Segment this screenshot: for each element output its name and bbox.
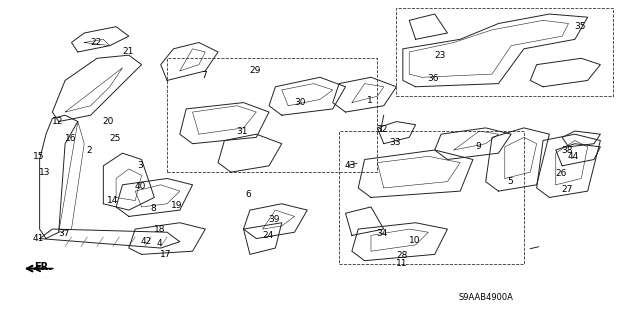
- Text: 32: 32: [377, 125, 388, 134]
- Text: FR.: FR.: [34, 262, 52, 272]
- Text: 30: 30: [294, 98, 305, 107]
- Text: 38: 38: [561, 145, 573, 154]
- Text: 43: 43: [345, 161, 356, 170]
- Text: 29: 29: [250, 66, 260, 76]
- Text: 1: 1: [367, 97, 372, 106]
- Text: 15: 15: [33, 152, 44, 161]
- Text: 11: 11: [396, 259, 407, 268]
- Text: 10: 10: [408, 236, 420, 245]
- Text: 18: 18: [154, 225, 165, 234]
- Text: 21: 21: [122, 48, 133, 56]
- Text: 25: 25: [109, 134, 120, 144]
- Text: 17: 17: [160, 250, 172, 259]
- Text: 31: 31: [237, 127, 248, 136]
- Text: 20: 20: [103, 117, 114, 126]
- Text: 13: 13: [39, 168, 51, 177]
- Text: 2: 2: [86, 145, 92, 154]
- Text: 24: 24: [262, 231, 273, 240]
- Text: 7: 7: [201, 71, 207, 80]
- Text: 3: 3: [138, 161, 143, 170]
- Text: 14: 14: [108, 196, 118, 205]
- Text: 5: 5: [507, 177, 513, 186]
- Text: 41: 41: [33, 234, 44, 243]
- Text: 19: 19: [171, 201, 182, 210]
- Text: 36: 36: [428, 74, 439, 83]
- Text: 37: 37: [58, 229, 70, 238]
- Text: 23: 23: [434, 51, 445, 60]
- Text: 44: 44: [568, 152, 579, 161]
- Text: 27: 27: [561, 185, 573, 194]
- Text: 42: 42: [141, 237, 152, 246]
- Text: 12: 12: [52, 117, 63, 126]
- Text: 6: 6: [246, 190, 252, 199]
- Text: 39: 39: [268, 215, 280, 224]
- Text: 34: 34: [377, 229, 388, 238]
- Text: 9: 9: [475, 142, 481, 151]
- Text: 33: 33: [390, 137, 401, 147]
- Text: 28: 28: [396, 251, 407, 260]
- Text: 4: 4: [157, 239, 162, 248]
- Text: 26: 26: [555, 169, 566, 178]
- Text: S9AAB4900A: S9AAB4900A: [458, 293, 513, 301]
- Text: 22: 22: [90, 38, 101, 47]
- Text: 35: 35: [574, 22, 586, 31]
- Text: 8: 8: [150, 204, 156, 213]
- Text: 40: 40: [134, 182, 146, 191]
- Text: 16: 16: [65, 134, 76, 144]
